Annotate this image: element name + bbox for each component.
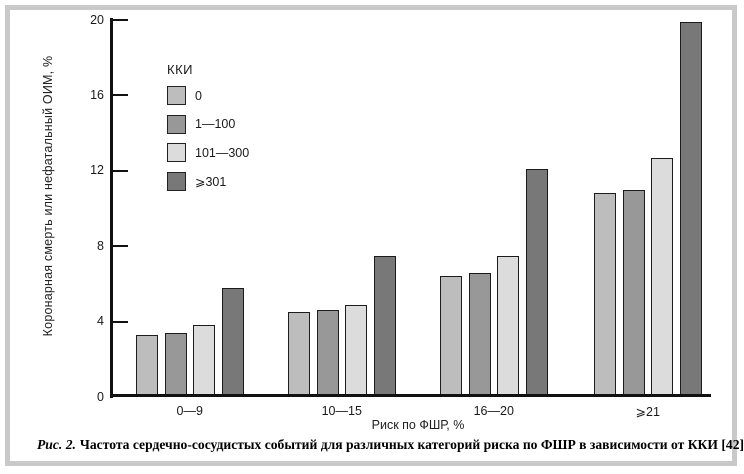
figure-caption: Рис. 2. Частота сердечно-сосудистых событ…: [37, 437, 744, 453]
category-label: 10—15: [321, 404, 362, 418]
bar: [164, 332, 187, 397]
legend-swatch: [167, 86, 186, 105]
caption-text: Частота сердечно-сосудистых событий для …: [79, 437, 744, 452]
bar: [651, 157, 673, 397]
bar: [373, 255, 396, 397]
x-axis-title: Риск по ФШР, %: [371, 418, 465, 432]
y-tick: [111, 320, 128, 323]
y-axis-line: [110, 18, 113, 398]
bar: [594, 193, 616, 397]
legend-item: 101—300: [167, 143, 249, 162]
bar: [221, 287, 244, 397]
legend-label: ⩾301: [195, 174, 227, 189]
y-tick-label: 12: [90, 163, 104, 178]
legend-rows: 0 1—100 101—300 ⩾301: [167, 86, 249, 191]
legend-label: 0: [195, 88, 202, 103]
bar: [440, 276, 462, 397]
bar: [316, 310, 339, 397]
bar: [497, 255, 519, 397]
y-tick: [111, 245, 128, 248]
category-label: 16—20: [473, 404, 514, 418]
y-tick: [111, 169, 128, 172]
y-axis-title: Коронарная смерть или нефатальный ОИМ, %: [41, 55, 55, 337]
legend-swatch: [167, 171, 186, 191]
y-tick: [111, 19, 128, 21]
legend-item: ⩾301: [167, 171, 249, 191]
legend-item: 1—100: [167, 114, 249, 134]
category-label: 0—9: [176, 404, 203, 418]
legend: ККИ 0 1—100 101—300 ⩾301: [167, 62, 249, 200]
legend-title: ККИ: [167, 62, 193, 77]
legend-swatch: [167, 143, 186, 162]
legend-swatch: [167, 114, 186, 134]
legend-item: 0: [167, 86, 249, 105]
y-tick-label: 0: [97, 389, 104, 404]
bar: [345, 304, 367, 397]
y-tick: [111, 94, 128, 97]
bar: [679, 21, 702, 397]
y-tick-label: 8: [97, 238, 104, 253]
bar: [193, 325, 215, 397]
caption-label: Рис. 2.: [37, 437, 76, 452]
legend-label: 101—300: [195, 145, 250, 160]
bar: [288, 312, 310, 397]
y-tick-label: 16: [90, 87, 104, 102]
x-axis-line: [110, 394, 711, 397]
y-tick-label: 4: [97, 314, 104, 329]
bar: [136, 334, 158, 397]
bar: [468, 272, 491, 397]
y-tick-label: 20: [90, 12, 104, 27]
category-label: ⩾21: [635, 405, 660, 419]
legend-label: 1—100: [195, 117, 236, 131]
bar: [525, 168, 548, 397]
bar: [622, 189, 645, 397]
